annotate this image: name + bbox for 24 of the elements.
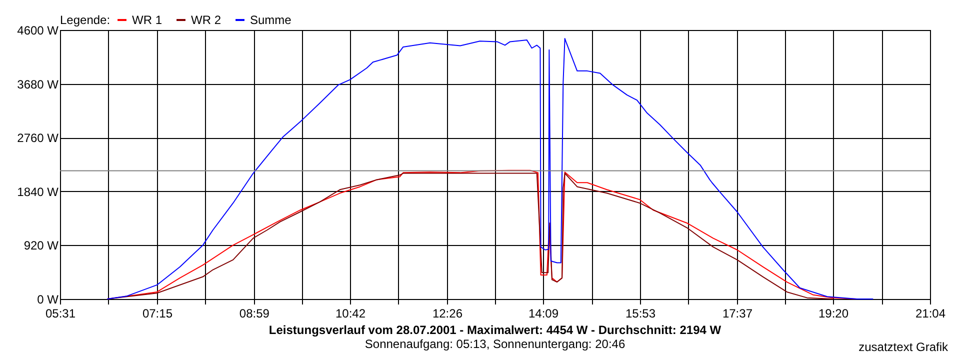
y-tick-label: 920 W bbox=[24, 238, 60, 253]
legend-label: WR 2 bbox=[191, 13, 222, 27]
x-tick-label: 05:31 bbox=[45, 306, 76, 320]
y-tick-label: 1840 W bbox=[17, 184, 60, 199]
x-tick-label: 15:53 bbox=[625, 306, 656, 320]
legend-label: Summe bbox=[250, 13, 292, 27]
y-tick-label: 3680 W bbox=[17, 77, 60, 92]
x-tick-label: 17:37 bbox=[722, 306, 753, 320]
x-tick-label: 21:04 bbox=[915, 306, 946, 320]
x-tick-label: 19:20 bbox=[818, 306, 849, 320]
x-tick-label: 12:26 bbox=[432, 306, 463, 320]
text: Leistungsverlauf vom 28.07.2001 - Maximalwert: 4454 W - Durchschnitt: 2194 W bbox=[268, 323, 722, 337]
x-tick-label: 08:59 bbox=[239, 306, 270, 320]
legend-label: WR 1 bbox=[132, 13, 162, 27]
x-tick-label: 10:42 bbox=[335, 306, 366, 320]
y-tick-label: 4600 W bbox=[17, 24, 60, 38]
y-tick-label: 2760 W bbox=[17, 131, 60, 146]
y-tick-label: 0 W bbox=[37, 292, 60, 306]
x-tick-label: 07:15 bbox=[142, 306, 173, 320]
text: Sonnenaufgang: 05:13, Sonnenuntergang: 20:46 bbox=[364, 337, 626, 351]
x-tick-label: 14:09 bbox=[528, 306, 559, 320]
line-series bbox=[106, 38, 874, 300]
legend-title: Legende: bbox=[60, 13, 110, 27]
text: zusatztext Grafik bbox=[858, 340, 948, 354]
